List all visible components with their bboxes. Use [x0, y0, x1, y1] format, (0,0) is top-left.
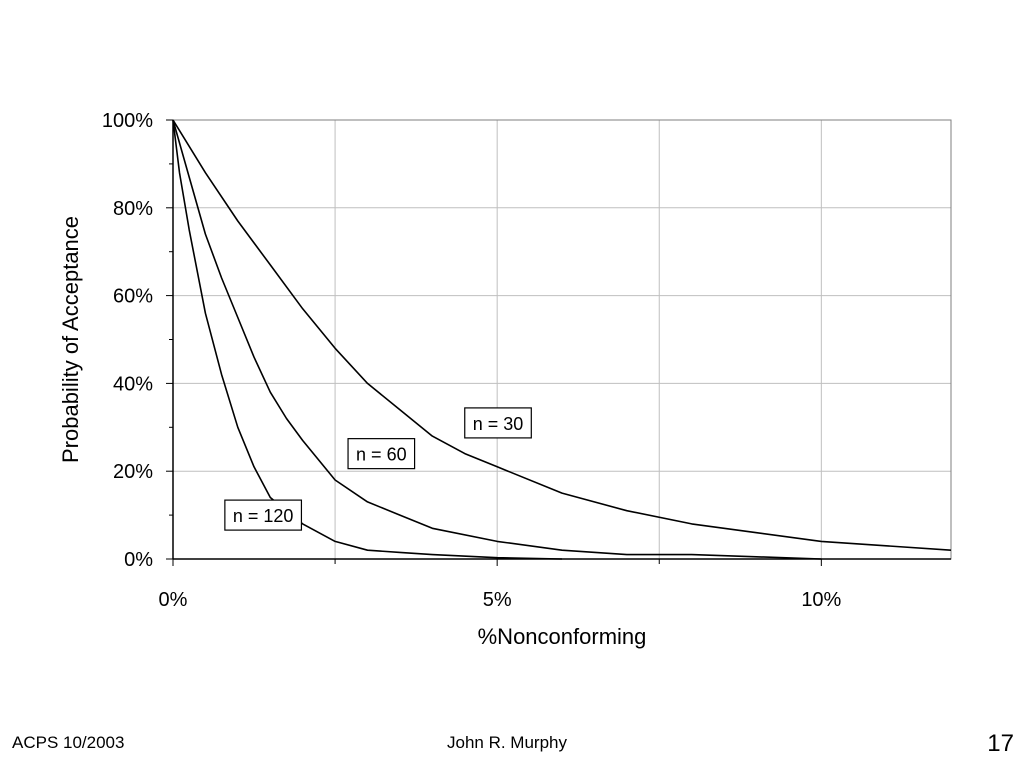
curve-label-box [224, 499, 303, 531]
curve-label: n = 30 [464, 407, 532, 439]
series-line [172, 119, 822, 560]
footer-author: John R. Murphy [447, 733, 567, 752]
curve-label-text: n = 60 [356, 445, 407, 465]
y-tick-label: 100% [102, 110, 153, 132]
curve-label-text: n = 30 [473, 414, 524, 434]
chart-ticks: 0% 20% 40% 60% 80% 100% 0% 5% 10% [102, 110, 842, 611]
x-tick-label: 5% [483, 589, 512, 611]
y-tick-label: 80% [113, 198, 153, 220]
x-axis-title: %Nonconforming [478, 624, 647, 649]
footer-date: ACPS 10/2003 [12, 733, 125, 752]
x-tick-label: 10% [801, 589, 841, 611]
curve-label-text: n = 120 [233, 506, 294, 526]
curve-label: n = 120 [224, 499, 303, 531]
curve-label: n = 60 [347, 438, 416, 470]
y-tick-label: 60% [113, 286, 153, 308]
curve-labels: n = 30 n = 60 n = 120 [224, 407, 532, 531]
slide-number: 17 [987, 730, 1014, 757]
x-tick-label: 0% [159, 589, 188, 611]
series-line [172, 119, 952, 551]
y-tick-label: 0% [124, 549, 153, 571]
curve-label-box [464, 407, 532, 439]
y-tick-label: 40% [113, 373, 153, 395]
y-axis-title: Probability of Acceptance [58, 216, 83, 463]
curve-label-box [347, 438, 416, 470]
y-tick-label: 20% [113, 461, 153, 483]
series-line [172, 119, 563, 560]
chart-series [172, 119, 952, 560]
